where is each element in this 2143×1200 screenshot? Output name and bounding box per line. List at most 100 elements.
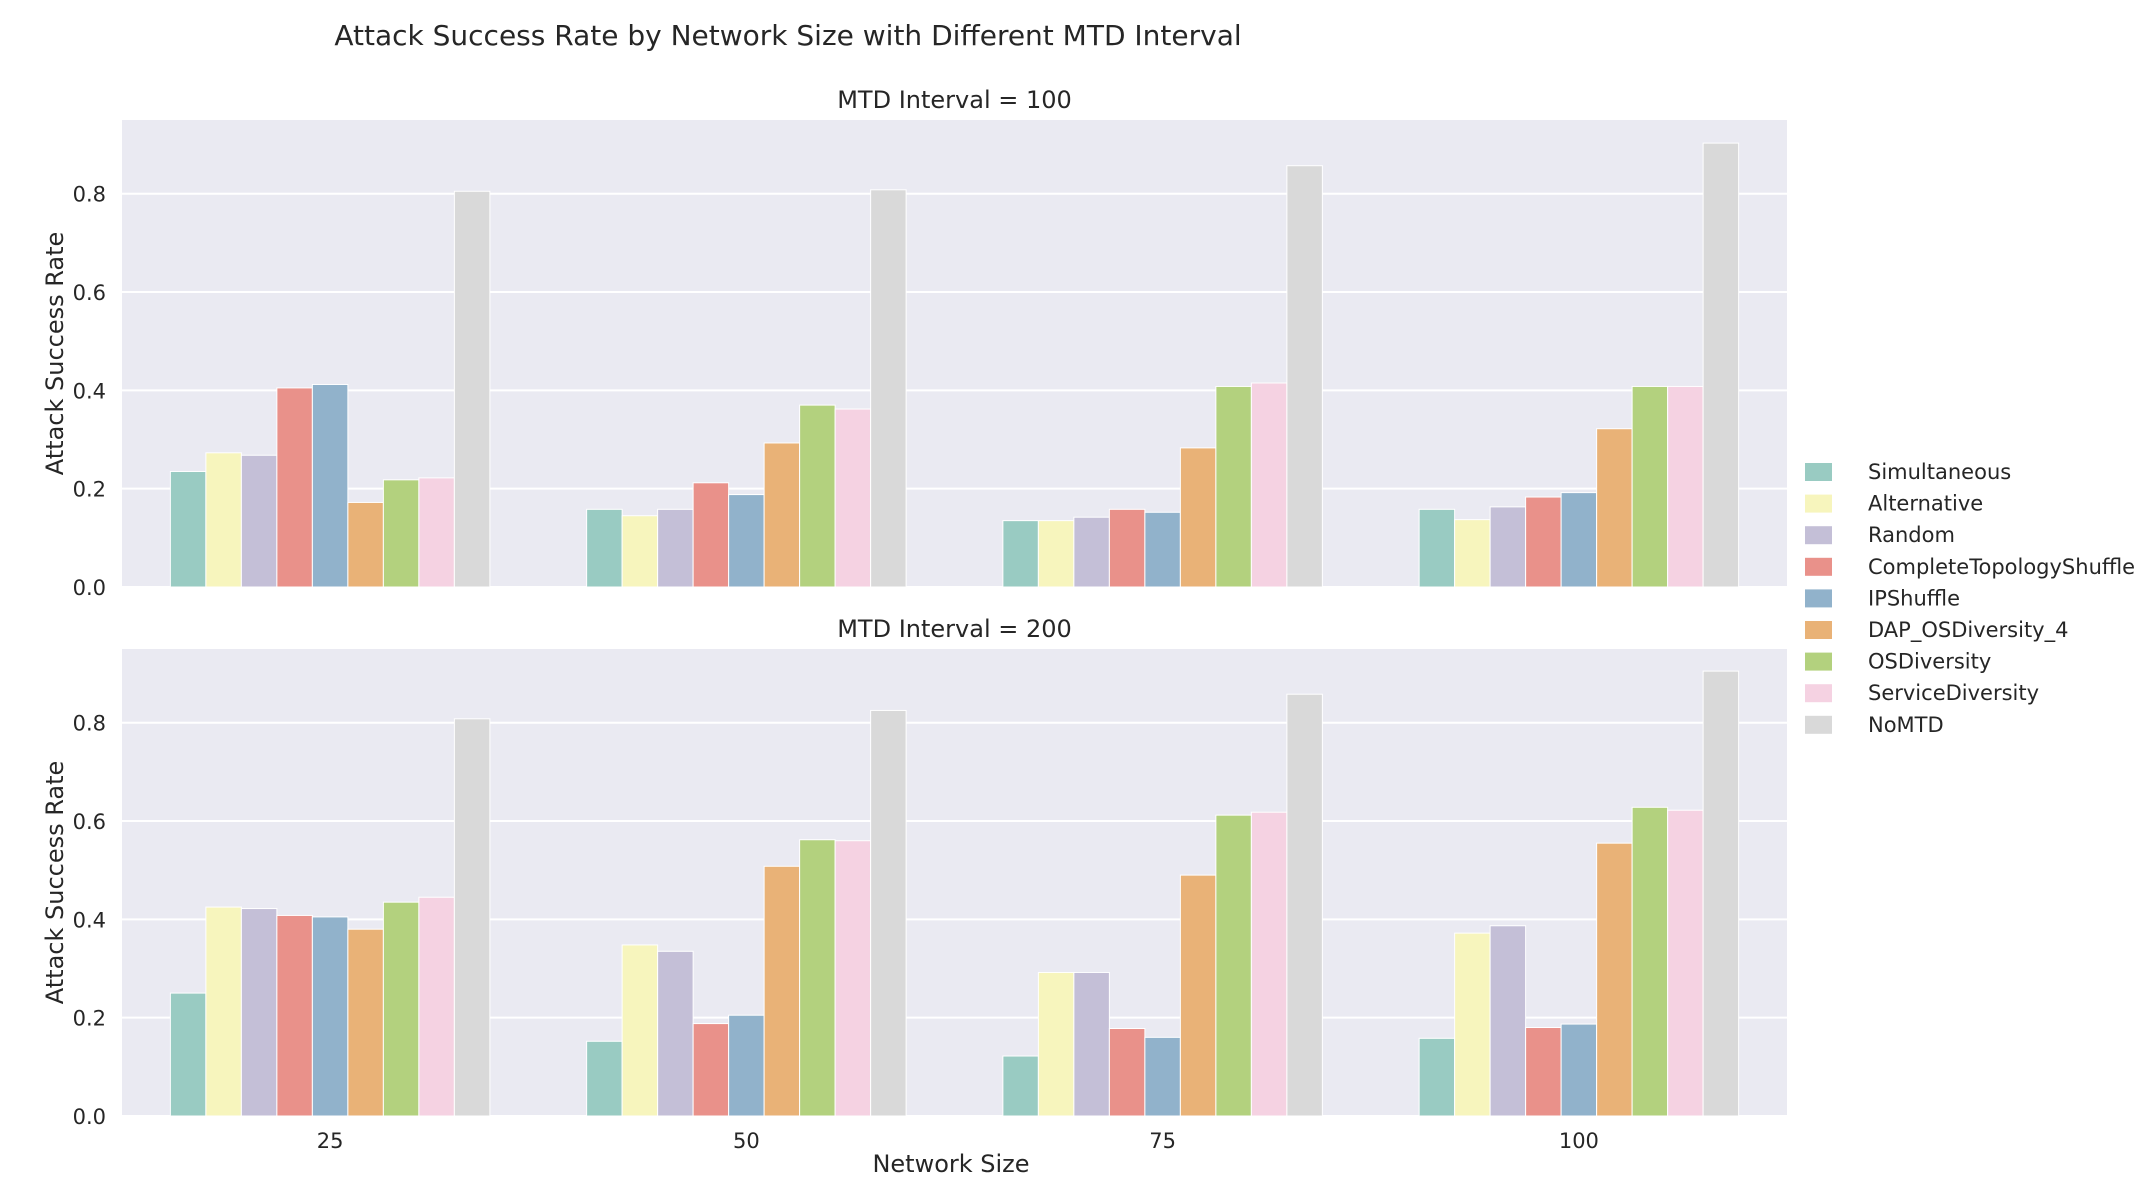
x-axis-label: Network Size <box>872 1150 1029 1178</box>
series-Random <box>240 454 1527 588</box>
legend-item: Simultaneous <box>1805 460 2011 484</box>
bar <box>418 896 455 1117</box>
legend-swatch <box>1805 684 1832 703</box>
legend-swatch <box>1805 494 1832 513</box>
bar <box>1037 520 1075 588</box>
series-CompleteTopologyShuffle <box>276 387 1562 588</box>
legend: Simultaneous Alternative Random CompleteTop… <box>1805 460 2135 737</box>
bar <box>418 477 455 588</box>
series-ServiceDiversity <box>418 382 1704 588</box>
panel-2: 0.0 0.2 0.4 0.6 0.8 MTD Interval = 200 Attack … <box>41 615 1787 1153</box>
bar <box>1525 496 1562 588</box>
legend-label: Random <box>1868 523 1955 547</box>
bar <box>1667 385 1704 588</box>
bar <box>1250 382 1288 588</box>
bar <box>1286 165 1323 588</box>
panels-layer: 0.0 0.2 0.4 0.6 0.8 MTD Interval = 100 Attack … <box>41 86 1787 1153</box>
series-IPShuffle <box>311 916 1598 1117</box>
bar <box>1596 842 1633 1117</box>
bar <box>1073 516 1110 588</box>
bar <box>276 387 313 588</box>
series-Random <box>240 908 1527 1117</box>
legend-swatch <box>1805 557 1832 576</box>
bar <box>1073 971 1110 1117</box>
bar <box>453 718 491 1117</box>
legend-item: IPShuffle <box>1805 586 1960 610</box>
bar <box>799 839 836 1117</box>
bar <box>1631 385 1669 588</box>
bar <box>169 992 207 1117</box>
series-DAP_OSDiversity_4 <box>347 428 1633 588</box>
bar <box>382 901 420 1117</box>
bar <box>586 1040 623 1117</box>
x-tick-label: 75 <box>1149 1129 1176 1153</box>
bar <box>1418 1037 1456 1117</box>
bar <box>799 404 836 588</box>
legend-label: DAP_OSDiversity_4 <box>1868 618 2068 643</box>
bar <box>692 1023 730 1117</box>
legend-item: OSDiversity <box>1805 650 1991 674</box>
bar <box>1108 508 1146 588</box>
bar <box>834 840 872 1117</box>
x-tick-label: 25 <box>317 1129 344 1153</box>
bar <box>1489 925 1527 1117</box>
bar <box>240 908 278 1117</box>
bar <box>169 470 207 588</box>
bar <box>240 454 278 588</box>
series-DAP_OSDiversity_4 <box>347 842 1633 1117</box>
y-axis-label: Attack Success Rate <box>41 761 69 1005</box>
bar <box>1037 971 1075 1117</box>
y-tick-label: 0.2 <box>73 478 106 502</box>
bar <box>453 190 491 588</box>
y-tick-label: 0.0 <box>73 1105 106 1129</box>
bar <box>1215 814 1252 1117</box>
bar <box>1144 511 1181 588</box>
bar <box>728 1014 765 1117</box>
bar <box>763 442 801 588</box>
legend-item: Random <box>1805 523 1955 547</box>
bar <box>1286 693 1323 1117</box>
bar <box>311 916 349 1117</box>
bar <box>1108 1027 1146 1117</box>
legend-swatch <box>1805 652 1832 671</box>
series-NoMTD <box>453 142 1740 588</box>
legend-swatch <box>1805 621 1832 639</box>
bar <box>382 479 420 588</box>
bar <box>1560 492 1598 588</box>
bar <box>1179 447 1217 588</box>
series-OSDiversity <box>382 385 1669 588</box>
legend-label: CompleteTopologyShuffle <box>1868 555 2135 579</box>
y-tick-label: 0.4 <box>73 379 106 403</box>
legend-label: IPShuffle <box>1868 586 1960 610</box>
y-tick-label: 0.8 <box>73 183 106 207</box>
series-OSDiversity <box>382 806 1669 1117</box>
series-Simultaneous <box>169 992 1456 1117</box>
y-axis-label: Attack Success Rate <box>41 232 69 476</box>
legend-label: OSDiversity <box>1868 650 1991 674</box>
legend-swatch <box>1805 526 1832 545</box>
bar <box>276 914 313 1117</box>
series-NoMTD <box>453 670 1740 1117</box>
series-ServiceDiversity <box>418 809 1704 1117</box>
bar <box>1702 670 1740 1117</box>
bar <box>1667 809 1704 1117</box>
panel-title: MTD Interval = 100 <box>837 86 1072 114</box>
bar <box>1489 506 1527 588</box>
legend-label: NoMTD <box>1868 713 1944 737</box>
legend-item: ServiceDiversity <box>1805 681 2039 705</box>
panel-title: MTD Interval = 200 <box>837 615 1072 643</box>
bar <box>621 515 659 588</box>
bar <box>870 189 907 588</box>
bar <box>1631 806 1669 1117</box>
bar <box>347 928 384 1117</box>
bar <box>657 508 694 588</box>
legend-swatch <box>1805 463 1832 481</box>
bar <box>1560 1023 1598 1117</box>
chart-title: Attack Success Rate by Network Size with… <box>334 19 1241 52</box>
bar <box>1250 811 1288 1117</box>
bar <box>586 508 623 588</box>
series-CompleteTopologyShuffle <box>276 914 1562 1117</box>
bar <box>1215 385 1252 588</box>
y-tick-label: 0.6 <box>73 810 106 834</box>
